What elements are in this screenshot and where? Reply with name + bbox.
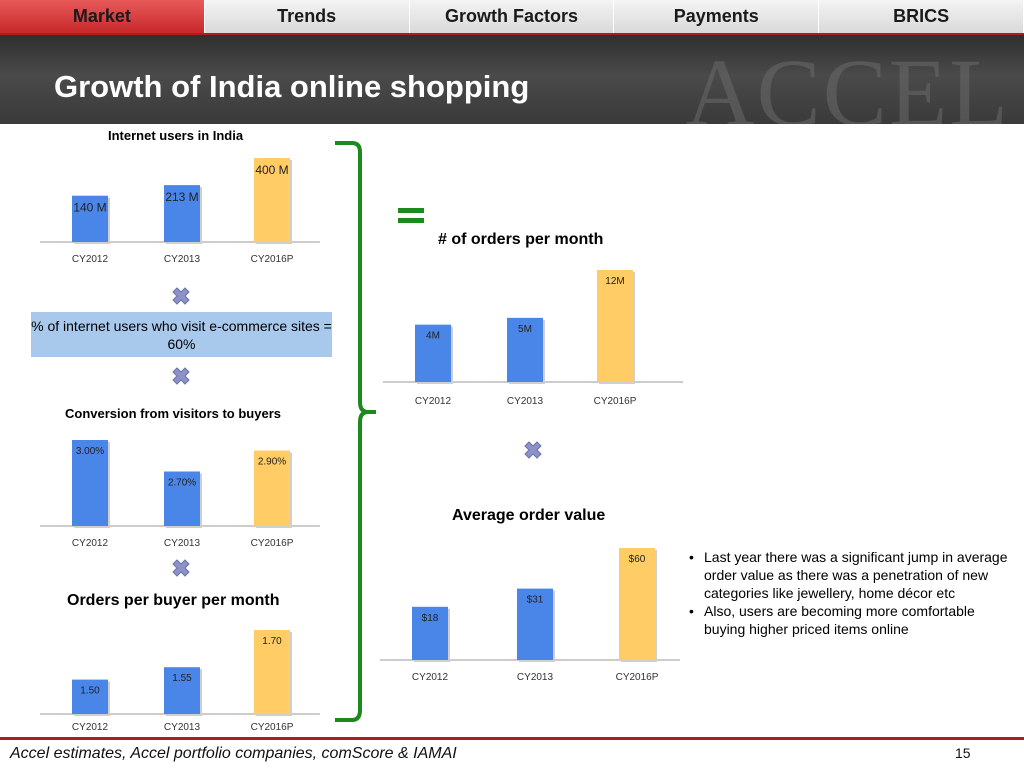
category-label: CY2012 [72, 254, 109, 265]
notes-list: Last year there was a significant jump i… [686, 548, 1018, 638]
bar-cy2016p [597, 270, 633, 382]
chart-title-average-order-value: Average order value [452, 507, 606, 524]
multiply-icon [172, 367, 190, 385]
tab-trends[interactable]: Trends [204, 0, 410, 33]
orders-per-buyer-chart: 1.50 CY2012 1.55 CY2013 1.70 CY2016P [40, 630, 320, 733]
internet-users-chart: 140 M CY2012 213 M CY2013 400 M CY2016P [40, 158, 320, 265]
category-label: CY2012 [72, 722, 109, 733]
category-label: CY2016P [616, 672, 659, 683]
footer-divider [0, 737, 1024, 740]
bar-cy2013 [517, 588, 553, 660]
page-number: 15 [955, 745, 971, 761]
equals-icon [398, 208, 424, 224]
category-label: CY2016P [594, 396, 637, 407]
data-label: 213 M [165, 190, 198, 204]
data-label: 1.50 [80, 686, 100, 697]
data-label: 140 M [73, 201, 106, 215]
data-label: 3.00% [76, 446, 104, 457]
category-label: CY2016P [251, 538, 294, 549]
orders-per-month-chart: 4M CY2012 5M CY2013 12M CY2016P [383, 270, 683, 407]
data-label: 400 M [255, 163, 288, 177]
bracket-shape [335, 141, 376, 722]
data-label: 2.90% [258, 457, 286, 468]
page-title: Growth of India online shopping [54, 69, 530, 104]
multiply-icon [172, 559, 190, 577]
category-label: CY2013 [517, 672, 554, 683]
bar-cy2013 [164, 667, 200, 714]
conversion-chart: 3.00% CY2012 2.70% CY2013 2.90% CY2016P [40, 440, 320, 549]
note-item: Also, users are becoming more comfortabl… [686, 602, 1018, 638]
multiply-icon [524, 441, 542, 459]
data-label: 4M [426, 331, 440, 342]
category-label: CY2013 [164, 538, 201, 549]
data-label: $60 [629, 554, 646, 565]
category-label: CY2013 [507, 396, 544, 407]
multiply-icon [172, 287, 190, 305]
bar-cy2013 [164, 471, 200, 526]
data-label: 1.55 [172, 673, 192, 684]
category-label: CY2016P [251, 722, 294, 733]
average-order-value-chart: $18 CY2012 $31 CY2013 $60 CY2016P [380, 548, 680, 683]
tab-market[interactable]: Market [0, 0, 205, 33]
bar-cy2013 [507, 317, 543, 382]
data-label: $18 [422, 613, 439, 624]
category-label: CY2012 [412, 672, 449, 683]
chart-title-internet-users: Internet users in India [108, 128, 244, 143]
bar-cy2012 [72, 440, 108, 526]
bar-cy2016p [254, 630, 290, 714]
bar-cy2016p [254, 450, 290, 526]
data-label: 1.70 [262, 636, 282, 647]
section-tabs: Market Trends Growth Factors Payments BR… [0, 0, 1024, 35]
chart-title-orders-per-month: # of orders per month [438, 231, 604, 248]
source-note: Accel estimates, Accel portfolio compani… [10, 745, 457, 762]
accel-watermark-logo: ACCEL [685, 39, 1010, 124]
data-label: $31 [527, 595, 544, 606]
title-banner: ACCEL Growth of India online shopping [0, 35, 1024, 124]
ecommerce-visit-rate-box: % of internet users who visit e-commerce… [31, 312, 332, 357]
note-item: Last year there was a significant jump i… [686, 548, 1018, 602]
bar-cy2012 [412, 606, 448, 660]
category-label: CY2016P [251, 254, 294, 265]
bar-cy2012 [72, 679, 108, 714]
chart-title-conversion: Conversion from visitors to buyers [65, 406, 281, 421]
category-label: CY2013 [164, 254, 201, 265]
category-label: CY2013 [164, 722, 201, 733]
bar-cy2012 [72, 195, 108, 242]
bar-cy2016p [254, 158, 290, 242]
bar-cy2013 [164, 185, 200, 242]
data-label: 2.70% [168, 478, 196, 489]
category-label: CY2012 [72, 538, 109, 549]
chart-title-orders-per-buyer: Orders per buyer per month [67, 592, 280, 609]
tab-payments[interactable]: Payments [614, 0, 820, 33]
data-label: 5M [518, 324, 532, 335]
bar-cy2016p [619, 548, 655, 660]
tab-brics[interactable]: BRICS [819, 0, 1024, 33]
tab-growth-factors[interactable]: Growth Factors [409, 0, 615, 33]
data-label: 12M [605, 276, 624, 287]
bar-cy2012 [415, 324, 451, 382]
category-label: CY2012 [415, 396, 452, 407]
